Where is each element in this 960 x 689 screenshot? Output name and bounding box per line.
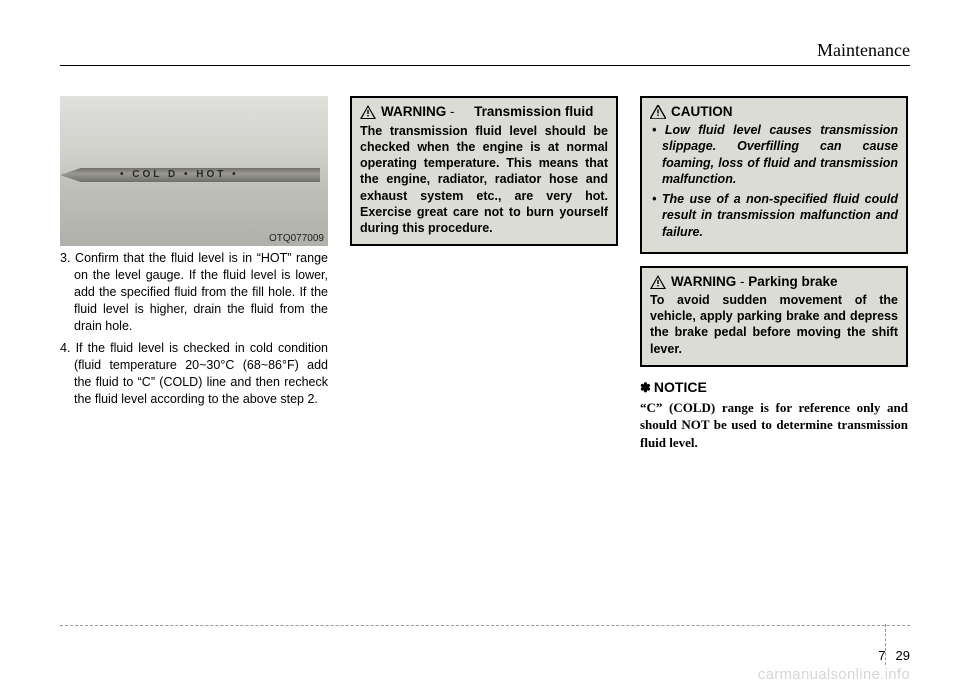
manual-page: Maintenance • COL D • HOT • OTQ077009 3.… bbox=[0, 0, 960, 689]
chapter-number: 7 bbox=[878, 648, 885, 663]
section-title: Maintenance bbox=[817, 40, 910, 60]
warning-label: WARNING bbox=[381, 104, 446, 119]
warning-body: To avoid sudden movement of the vehicle,… bbox=[650, 292, 898, 357]
dipstick-markings: • COL D • HOT • bbox=[120, 168, 239, 182]
warning-parking-brake: WARNING - Parking brake To avoid sudden … bbox=[640, 266, 908, 367]
notice-heading: ✽NOTICE bbox=[640, 379, 908, 396]
warning-title: WARNING - Parking brake bbox=[650, 274, 898, 289]
warning-subject: Transmission fluid bbox=[474, 104, 593, 120]
warning-icon bbox=[360, 105, 376, 119]
page-footer-rule bbox=[60, 625, 910, 645]
content-columns: • COL D • HOT • OTQ077009 3. Confirm tha… bbox=[60, 96, 910, 451]
warning-body: The transmission fluid level should be c… bbox=[360, 123, 608, 237]
caution-title: CAUTION bbox=[650, 104, 898, 119]
warning-transmission-fluid: WARNING - Transmission fluid The transmi… bbox=[350, 96, 618, 246]
warning-title: WARNING - Transmission fluid bbox=[360, 104, 608, 120]
page-header: Maintenance bbox=[60, 40, 910, 66]
caution-item: • Low fluid level causes transmission sl… bbox=[650, 122, 898, 187]
notice-body: “C” (COLD) range is for reference only a… bbox=[640, 399, 908, 452]
column-2: WARNING - Transmission fluid The transmi… bbox=[350, 96, 618, 451]
dipstick-figure: • COL D • HOT • OTQ077009 bbox=[60, 96, 328, 246]
warning-subject: Parking brake bbox=[748, 274, 837, 289]
warning-label: WARNING bbox=[671, 274, 736, 289]
step-4: 4. If the fluid level is checked in cold… bbox=[60, 340, 328, 408]
watermark: carmanualsonline.info bbox=[758, 666, 910, 683]
notice-label: NOTICE bbox=[654, 379, 707, 395]
caution-box: CAUTION • Low fluid level causes transmi… bbox=[640, 96, 908, 254]
caution-icon bbox=[650, 105, 666, 119]
caution-list: • Low fluid level causes transmission sl… bbox=[650, 122, 898, 240]
column-3: CAUTION • Low fluid level causes transmi… bbox=[640, 96, 908, 451]
page-number: 7 29 bbox=[878, 648, 910, 663]
figure-id: OTQ077009 bbox=[269, 233, 324, 244]
warning-icon bbox=[650, 275, 666, 289]
caution-label: CAUTION bbox=[671, 104, 733, 119]
column-1: • COL D • HOT • OTQ077009 3. Confirm tha… bbox=[60, 96, 328, 451]
page-in-chapter: 29 bbox=[896, 648, 910, 663]
caution-item: • The use of a non-specified fluid could… bbox=[650, 191, 898, 240]
step-3: 3. Confirm that the fluid level is in “H… bbox=[60, 250, 328, 334]
notice-symbol: ✽ bbox=[640, 380, 651, 395]
